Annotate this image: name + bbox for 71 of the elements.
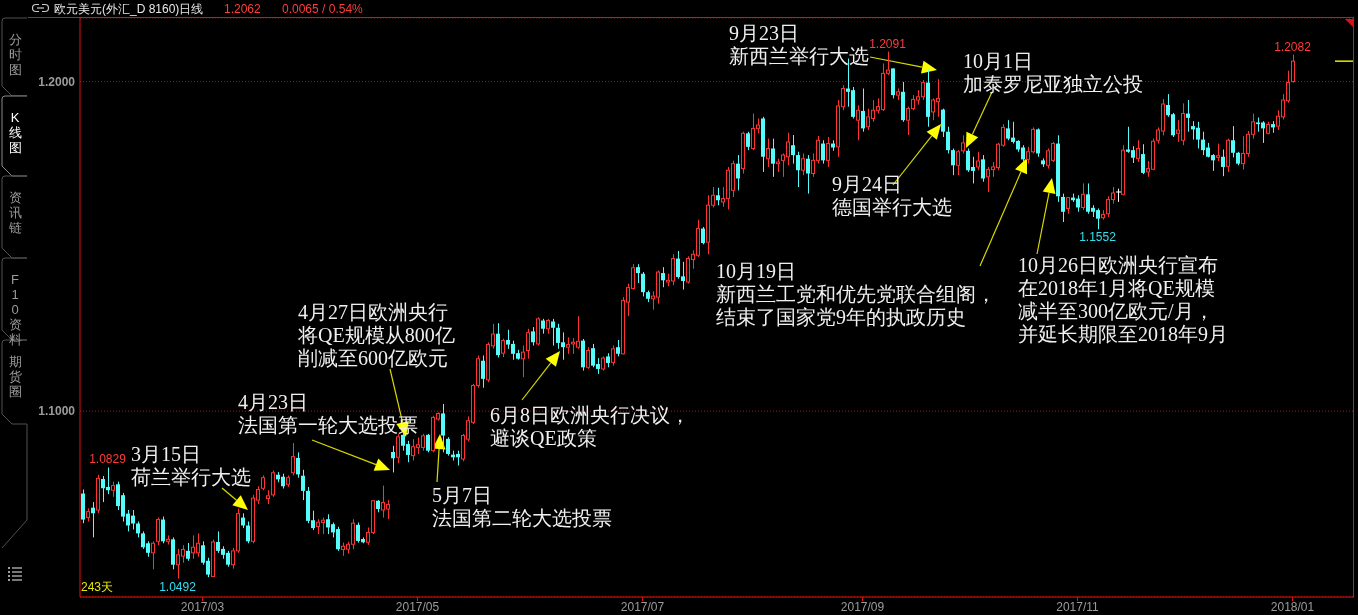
candlestick xyxy=(821,139,825,165)
candlestick xyxy=(806,154,810,195)
annotation: 1.1552 xyxy=(1079,230,1117,245)
text: 1.2062 xyxy=(224,2,261,16)
candlestick xyxy=(271,469,275,498)
candlestick xyxy=(151,540,155,570)
candlestick xyxy=(531,326,535,347)
candlestick xyxy=(941,108,945,138)
annotation: 9月23日新西兰举行大选 xyxy=(729,22,869,68)
candlestick xyxy=(981,154,985,183)
candlestick xyxy=(746,131,750,151)
candlestick xyxy=(391,445,395,473)
x-tick-label: 2018/01 xyxy=(1270,600,1315,614)
candlestick xyxy=(661,266,665,288)
candlestick xyxy=(1221,148,1225,177)
candlestick xyxy=(481,354,485,389)
candlestick xyxy=(441,403,445,453)
candlestick xyxy=(861,88,865,133)
x-tick-label: 2017/05 xyxy=(395,600,440,614)
candlestick xyxy=(636,263,640,284)
text: F10资料 xyxy=(8,272,22,347)
annotation: 1.0829 xyxy=(89,452,127,467)
annotation: 243天 xyxy=(81,580,114,594)
candlestick xyxy=(641,271,645,297)
candlestick xyxy=(1186,99,1190,133)
candlestick xyxy=(796,151,800,188)
candlestick xyxy=(166,534,170,546)
candlestick xyxy=(1101,209,1105,221)
candlestick xyxy=(766,138,770,168)
candlestick xyxy=(86,507,90,523)
candlestick xyxy=(551,318,555,347)
candlestick xyxy=(296,451,300,479)
annotation: 1.2082 xyxy=(1274,39,1312,54)
text: K线图 xyxy=(8,110,22,155)
candlestick xyxy=(946,126,950,154)
y-tick-label: 1.2000 xyxy=(38,74,76,89)
text: 0.0065 / 0.54% xyxy=(282,2,363,16)
candlestick xyxy=(951,148,955,176)
text: 资讯链 xyxy=(8,190,22,235)
candlestick xyxy=(1141,143,1145,175)
x-tick-label: 2017/11 xyxy=(1056,600,1100,614)
chart-title: 欧元美元(外汇_D 8160)日线 xyxy=(54,2,204,16)
annotation: 3月15日荷兰举行大选 xyxy=(131,443,251,489)
candlestick xyxy=(161,516,165,544)
annotation: 6月8日欧洲央行决议，避谈QE政策 xyxy=(490,404,690,450)
candlestick xyxy=(426,433,430,453)
candlestick xyxy=(856,104,860,141)
candlestick xyxy=(791,134,795,165)
candlestick xyxy=(771,138,775,178)
annotation: 10月26日欧洲央行宣布在2018年1月将QE规模减半至300亿欧元/月，并延长期限至2018年9月 xyxy=(1018,254,1228,346)
annotation: 10月1日加泰罗尼亚独立公投 xyxy=(963,50,1143,96)
annotation: 9月24日德国举行大选 xyxy=(832,173,952,219)
annotation: 4月27日欧洲央行将QE规模从800亿削减至600亿欧元 xyxy=(298,301,455,370)
annotation: 1.0492 xyxy=(159,579,197,594)
candlestick xyxy=(246,521,250,544)
candlestick xyxy=(301,469,305,501)
x-tick-label: 2017/03 xyxy=(180,600,225,614)
candlestick xyxy=(91,501,95,538)
text: 分时图 xyxy=(8,32,22,77)
candlestick xyxy=(446,436,450,457)
text: 期货圈 xyxy=(8,354,22,399)
annotation: 1.2091 xyxy=(869,36,907,51)
x-tick-label: 2017/07 xyxy=(620,600,665,614)
candlestick xyxy=(1061,193,1065,223)
candlestick xyxy=(1231,125,1235,158)
y-tick-label: 1.1000 xyxy=(38,404,76,419)
annotation: 10月19日新西兰工党和优先党联合组阁，结束了国家党9年的执政历史 xyxy=(716,260,996,329)
annotation: 5月7日法国第二轮大选投票 xyxy=(432,484,612,530)
x-tick-label: 2017/09 xyxy=(840,600,885,614)
candlestick xyxy=(496,322,500,358)
candlestick xyxy=(736,154,740,191)
